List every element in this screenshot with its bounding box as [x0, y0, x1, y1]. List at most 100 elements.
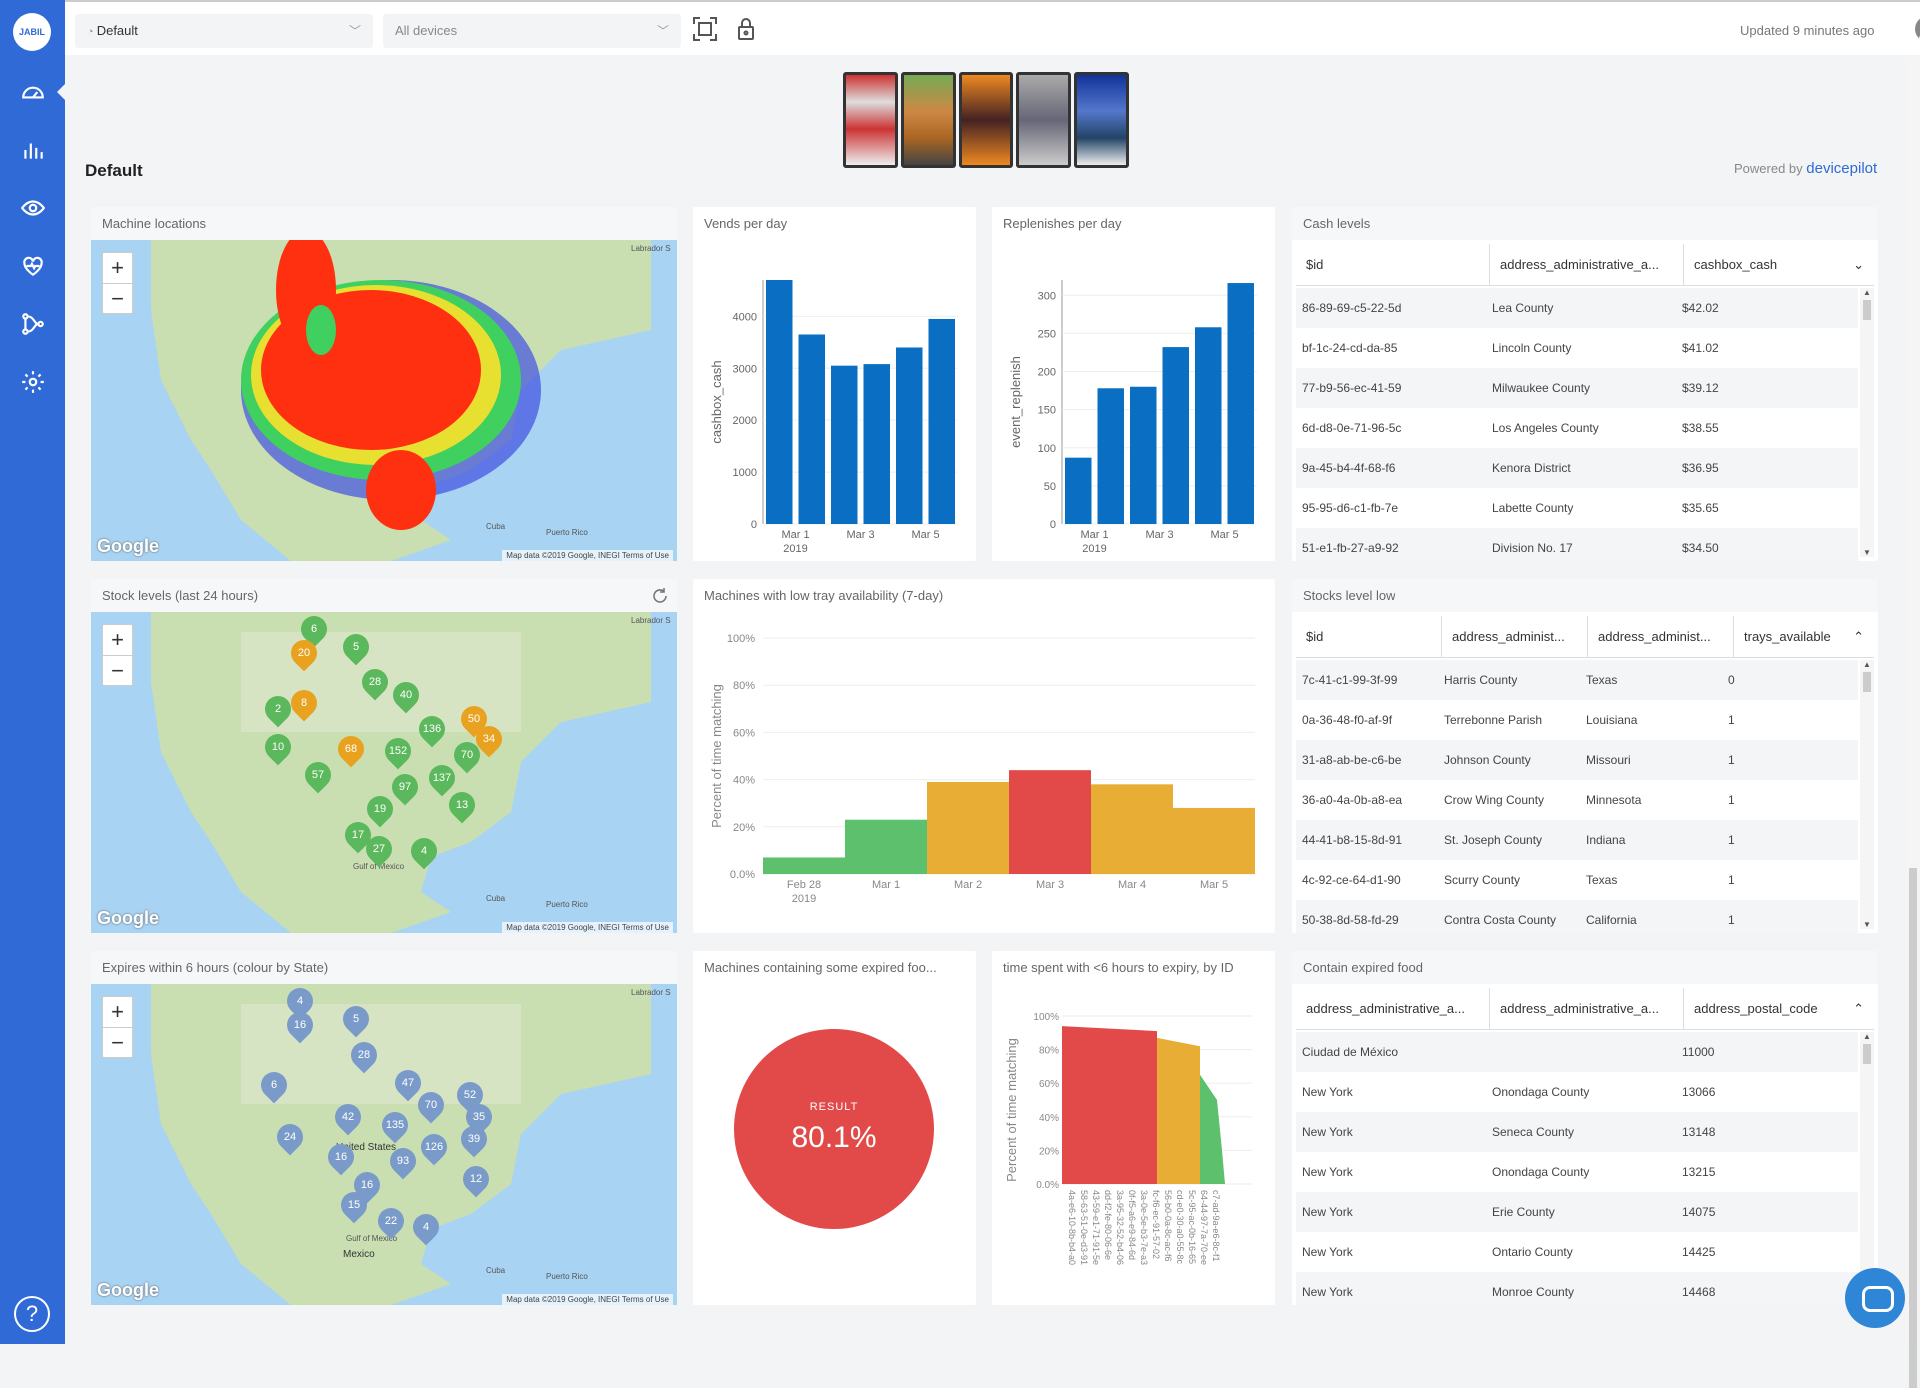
gear-icon[interactable] [0, 362, 65, 402]
table-row[interactable]: 0a-36-48-f0-af-9f Terrebonne Parish Louisi… [1296, 700, 1858, 740]
map-pin[interactable]: 15 [335, 1186, 373, 1224]
map-pin[interactable]: 126 [415, 1128, 453, 1166]
fullscreen-icon[interactable] [691, 15, 719, 43]
table-row[interactable]: 86-89-69-c5-22-5d Lea County $42.02 [1296, 288, 1858, 328]
table-row[interactable]: 4c-92-ce-64-d1-90 Scurry County Texas 1 [1296, 860, 1858, 900]
dashboard-icon[interactable] [0, 72, 65, 112]
table-row[interactable]: 6d-d8-0e-71-96-5c Los Angeles County $38.5… [1296, 408, 1858, 448]
column-header[interactable]: $id [1296, 244, 1490, 285]
map-pin[interactable]: 27 [360, 830, 398, 868]
table-row[interactable]: 77-b9-56-ec-41-59 Milwaukee County $39.12 [1296, 368, 1858, 408]
map-attribution[interactable]: Map data ©2019 Google, INEGI Terms of Us… [502, 550, 673, 561]
map-pin[interactable]: 93 [384, 1142, 422, 1180]
map-pin[interactable]: 20 [285, 634, 323, 672]
chevron-up-icon[interactable]: ⌃ [1853, 629, 1864, 644]
map-pin[interactable]: 8 [285, 684, 323, 722]
column-header[interactable]: address_administ... [1442, 616, 1588, 657]
column-header[interactable]: address_administrative_a... [1490, 244, 1684, 285]
chevron-up-icon[interactable]: ⌃ [1853, 1001, 1864, 1016]
zoom-out-button[interactable]: − [103, 283, 132, 313]
table-row[interactable]: 44-41-b8-15-8d-91 St. Joseph County Indian… [1296, 820, 1858, 860]
map-pin[interactable]: 22 [372, 1202, 410, 1240]
column-header[interactable]: cashbox_cash ⌄ [1684, 244, 1874, 285]
map-pin[interactable]: 24 [271, 1118, 309, 1156]
table-row[interactable]: New York Onondaga County 13215 [1296, 1152, 1858, 1192]
stock-levels-map[interactable]: + − Labrador S Gulf of Mexico Cuba Puerto… [91, 612, 677, 933]
map-pin[interactable]: 137 [423, 759, 461, 797]
map-pin[interactable]: 28 [345, 1036, 383, 1074]
expires-map[interactable]: + − Labrador S United States Gulf of Mexi… [91, 984, 677, 1305]
table-row[interactable]: New York Monroe County 14468 [1296, 1272, 1858, 1305]
eye-icon[interactable] [0, 188, 65, 228]
map-pin[interactable]: 135 [376, 1106, 414, 1144]
zoom-in-button[interactable]: + [111, 255, 124, 280]
scrollbar-thumb[interactable] [1863, 672, 1871, 692]
scroll-down-icon[interactable]: ▼ [1863, 920, 1871, 929]
table-row[interactable]: Ciudad de México 11000 [1296, 1032, 1858, 1072]
map-pin[interactable]: 2 [259, 690, 297, 728]
table-row[interactable]: New York Ontario County 14425 [1296, 1232, 1858, 1272]
map-pin[interactable]: 39 [455, 1120, 493, 1158]
zoom-in-button[interactable]: + [111, 627, 124, 652]
refresh-icon[interactable] [651, 587, 669, 605]
scroll-up-icon[interactable]: ▲ [1863, 288, 1871, 297]
scrollbar-thumb[interactable] [1863, 300, 1871, 320]
avatar[interactable] [1915, 16, 1920, 42]
scrollbar-thumb[interactable] [1909, 868, 1917, 1388]
table-row[interactable]: New York Erie County 14075 [1296, 1192, 1858, 1232]
heart-icon[interactable] [0, 246, 65, 286]
table-row[interactable]: 51-e1-fb-27-a9-92 Division No. 17 $34.50 [1296, 528, 1858, 561]
zoom-out-button[interactable]: − [103, 1027, 132, 1057]
column-header[interactable]: address_administ... [1588, 616, 1734, 657]
chat-icon[interactable] [1845, 1268, 1905, 1328]
scrollbar-thumb[interactable] [1863, 1044, 1871, 1064]
table-row[interactable]: 50-38-8d-58-fd-29 Contra Costa County Cali… [1296, 900, 1858, 933]
map-pin[interactable]: 42 [329, 1098, 367, 1136]
column-header[interactable]: address_administrative_a... [1296, 988, 1490, 1029]
flow-icon[interactable] [0, 304, 65, 344]
map-pin[interactable]: 28 [356, 663, 394, 701]
map-attribution[interactable]: Map data ©2019 Google, INEGI Terms of Us… [502, 1294, 673, 1305]
map-pin[interactable]: 70 [412, 1086, 450, 1124]
map-pin[interactable]: 10 [259, 728, 297, 766]
dashboard-select[interactable]: ◔ Default ﹀ [75, 14, 373, 48]
scroll-up-icon[interactable]: ▲ [1863, 660, 1871, 669]
map-pin[interactable]: 57 [299, 756, 337, 794]
chevron-down-icon[interactable]: ⌄ [1853, 257, 1864, 272]
map-pin[interactable]: 5 [337, 628, 375, 666]
table-row[interactable]: bf-1c-24-cd-da-85 Lincoln County $41.02 [1296, 328, 1858, 368]
jabil-logo[interactable]: JABIL [13, 13, 51, 51]
map-pin[interactable]: 13 [443, 786, 481, 824]
help-icon[interactable]: ? [14, 1296, 50, 1332]
table-row[interactable]: 9a-45-b4-4f-68-f6 Kenora District $36.95 [1296, 448, 1858, 488]
page-scrollbar[interactable] [1906, 58, 1920, 1388]
map-pin[interactable]: 152 [379, 732, 417, 770]
heatmap[interactable]: + − Labrador S Cuba Puerto Rico Google Ma… [91, 240, 677, 561]
column-header[interactable]: $id [1296, 616, 1442, 657]
lock-icon[interactable] [732, 15, 760, 43]
table-row[interactable]: 7c-41-c1-99-3f-99 Harris County Texas 0 [1296, 660, 1858, 700]
map-pin[interactable]: 6 [255, 1066, 293, 1104]
map-pin[interactable]: 12 [457, 1160, 495, 1198]
column-header[interactable]: address_administrative_a... [1490, 988, 1684, 1029]
map-pin[interactable]: 16 [281, 1006, 319, 1044]
scrollbar[interactable]: ▲ [1860, 1032, 1874, 1301]
zoom-out-button[interactable]: − [103, 655, 132, 685]
map-pin[interactable]: 136 [413, 710, 451, 748]
charts-icon[interactable] [0, 130, 65, 170]
table-row[interactable]: 95-95-d6-c1-fb-7e Labette County $35.65 [1296, 488, 1858, 528]
scrollbar[interactable]: ▲ ▼ [1860, 288, 1874, 557]
column-header[interactable]: trays_available ⌃ [1734, 616, 1874, 657]
map-pin[interactable]: 68 [332, 730, 370, 768]
column-header[interactable]: address_postal_code ⌃ [1684, 988, 1874, 1029]
scrollbar[interactable]: ▲ ▼ [1860, 660, 1874, 929]
table-row[interactable]: New York Seneca County 13148 [1296, 1112, 1858, 1152]
devices-select[interactable]: All devices ﹀ [383, 14, 681, 48]
map-pin[interactable]: 16 [322, 1138, 360, 1176]
table-row[interactable]: 36-a0-4a-0b-a8-ea Crow Wing County Minneso… [1296, 780, 1858, 820]
table-row[interactable]: 31-a8-ab-be-c6-be Johnson County Missouri 1 [1296, 740, 1858, 780]
map-pin[interactable]: 4 [407, 1208, 445, 1246]
map-pin[interactable]: 4 [405, 832, 443, 870]
devicepilot-logo[interactable]: devicepilot [1806, 160, 1878, 177]
scroll-up-icon[interactable]: ▲ [1863, 1032, 1871, 1041]
